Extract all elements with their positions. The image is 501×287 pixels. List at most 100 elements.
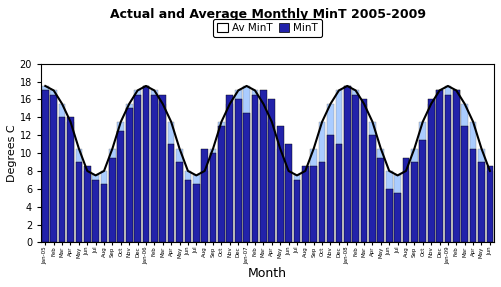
Bar — [394, 175, 401, 243]
Bar — [109, 149, 116, 243]
Bar — [319, 122, 326, 243]
Bar — [218, 126, 225, 243]
Bar — [176, 149, 183, 243]
Bar — [461, 126, 468, 243]
Bar — [436, 90, 443, 243]
Bar — [436, 90, 443, 243]
Bar — [277, 126, 284, 243]
Bar — [336, 144, 342, 243]
Bar — [294, 180, 300, 243]
Bar — [76, 162, 82, 243]
Bar — [453, 90, 459, 243]
Bar — [92, 180, 99, 243]
Bar — [403, 158, 409, 243]
Bar — [84, 171, 91, 243]
Bar — [176, 162, 183, 243]
Bar — [377, 149, 384, 243]
Bar — [302, 171, 309, 243]
Bar — [377, 158, 384, 243]
Bar — [470, 149, 476, 243]
Bar — [101, 184, 107, 243]
Bar — [117, 122, 124, 243]
Bar — [184, 180, 191, 243]
Bar — [67, 117, 74, 243]
Bar — [302, 166, 309, 243]
Title: Actual and Average Monthly MinT 2005-2009
Moruya: Actual and Average Monthly MinT 2005-200… — [110, 8, 425, 36]
Bar — [403, 171, 409, 243]
Bar — [419, 122, 426, 243]
Bar — [59, 117, 66, 243]
Bar — [269, 122, 275, 243]
Bar — [411, 149, 418, 243]
Bar — [352, 90, 359, 243]
Bar — [84, 166, 91, 243]
Bar — [201, 149, 208, 243]
Bar — [143, 86, 149, 243]
Bar — [285, 144, 292, 243]
Bar — [470, 122, 476, 243]
Bar — [159, 104, 166, 243]
Bar — [143, 86, 149, 243]
Bar — [428, 104, 434, 243]
Bar — [419, 140, 426, 243]
Bar — [478, 149, 485, 243]
Bar — [151, 95, 158, 243]
Bar — [319, 162, 326, 243]
Bar — [168, 122, 174, 243]
Bar — [369, 122, 376, 243]
Bar — [310, 166, 317, 243]
Bar — [285, 171, 292, 243]
Bar — [59, 104, 66, 243]
Bar — [235, 99, 241, 243]
Bar — [51, 95, 57, 243]
Bar — [92, 175, 99, 243]
Bar — [344, 86, 351, 243]
Bar — [386, 189, 393, 243]
Bar — [218, 122, 225, 243]
Bar — [352, 95, 359, 243]
Bar — [478, 162, 485, 243]
Bar — [126, 104, 133, 243]
Bar — [411, 162, 418, 243]
Bar — [361, 104, 367, 243]
Bar — [235, 90, 241, 243]
Y-axis label: Degrees C: Degrees C — [7, 124, 17, 182]
Bar — [210, 149, 216, 243]
Bar — [76, 149, 82, 243]
Bar — [444, 86, 451, 243]
Bar — [294, 175, 300, 243]
Bar — [159, 95, 166, 243]
Bar — [260, 104, 267, 243]
Bar — [327, 104, 334, 243]
Bar — [369, 135, 376, 243]
Bar — [193, 175, 200, 243]
Bar — [444, 95, 451, 243]
Bar — [243, 113, 250, 243]
Bar — [117, 131, 124, 243]
Bar — [193, 184, 200, 243]
Bar — [243, 86, 250, 243]
Bar — [269, 99, 275, 243]
Legend: Av MinT, MinT: Av MinT, MinT — [213, 19, 322, 37]
Bar — [67, 122, 74, 243]
Bar — [252, 90, 259, 243]
Bar — [201, 171, 208, 243]
Bar — [486, 171, 493, 243]
Bar — [184, 171, 191, 243]
Bar — [226, 104, 233, 243]
Bar — [361, 99, 367, 243]
Bar — [453, 90, 459, 243]
Bar — [226, 95, 233, 243]
Bar — [310, 149, 317, 243]
Bar — [42, 86, 49, 243]
Bar — [51, 90, 57, 243]
Bar — [260, 90, 267, 243]
Bar — [394, 193, 401, 243]
Bar — [101, 171, 107, 243]
Bar — [252, 95, 259, 243]
Bar — [386, 171, 393, 243]
Bar — [134, 90, 141, 243]
Bar — [277, 149, 284, 243]
Bar — [210, 153, 216, 243]
Bar — [126, 108, 133, 243]
